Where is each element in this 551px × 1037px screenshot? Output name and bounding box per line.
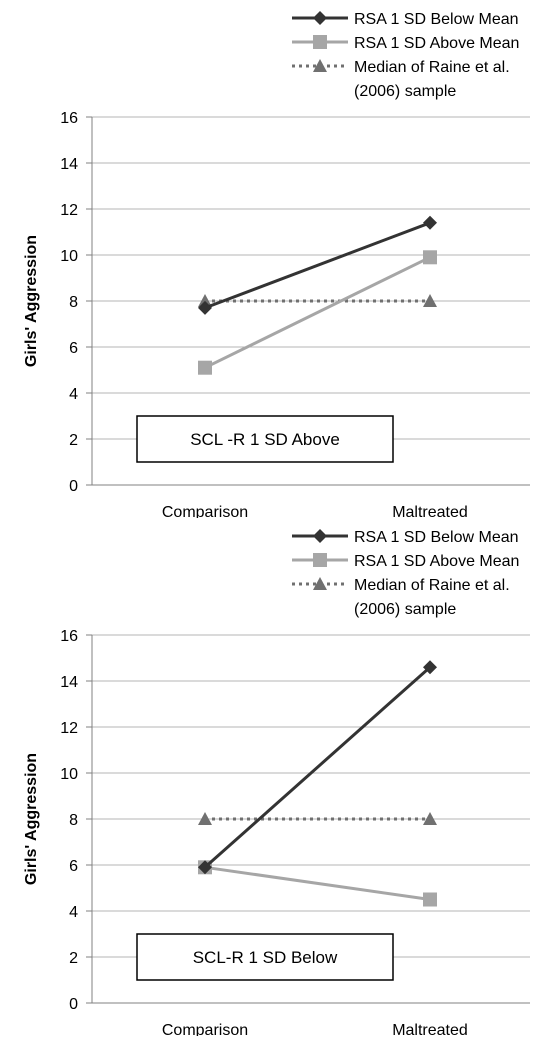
y-tick-label: 6 <box>69 340 78 357</box>
annotation-box: SCL -R 1 SD Above <box>136 415 394 463</box>
legend-marker-1 <box>313 35 327 49</box>
data-point <box>423 215 437 230</box>
series-2 <box>198 294 437 307</box>
legend-label: RSA 1 SD Above Mean <box>354 553 519 570</box>
annotation-label: SCL -R 1 SD Above <box>190 430 340 449</box>
series-line <box>204 255 431 370</box>
data-point <box>423 250 437 265</box>
data-point <box>198 294 212 307</box>
y-tick-label: 14 <box>60 674 78 691</box>
legend: RSA 1 SD Below Mean RSA 1 SD Above Mean Me… <box>292 529 519 618</box>
data-point <box>198 860 212 875</box>
y-tick-label: 4 <box>69 904 78 921</box>
x-tick-label: Comparison <box>162 1022 248 1036</box>
y-tick-label: 8 <box>69 812 78 829</box>
y-tick-label: 10 <box>60 248 78 265</box>
line-chart: RSA 1 SD Below Mean RSA 1 SD Above Mean Me… <box>23 529 530 1036</box>
y-tick-label: 0 <box>69 478 78 495</box>
data-point <box>423 892 437 907</box>
legend-marker-2 <box>313 577 327 590</box>
series-line <box>204 221 431 310</box>
legend-label: Median of Raine et al. <box>354 577 510 594</box>
y-tick-label: 4 <box>69 386 78 403</box>
annotation-frame <box>136 415 394 463</box>
y-tick-label: 16 <box>60 628 78 645</box>
data-point <box>198 300 212 315</box>
y-tick-label: 2 <box>69 432 78 449</box>
y-tick-label: 16 <box>60 110 78 127</box>
legend: RSA 1 SD Below Mean RSA 1 SD Above Mean Me… <box>292 11 519 100</box>
legend-label: Median of Raine et al. <box>354 59 510 76</box>
data-point <box>423 660 437 675</box>
annotation-label: SCL-R 1 SD Below <box>193 948 338 967</box>
y-tick-label: 14 <box>60 156 78 173</box>
series-1 <box>198 250 437 375</box>
y-axis-label: Girls' Aggression <box>23 235 40 367</box>
chart-panel-above: RSA 1 SD Below Mean RSA 1 SD Above Mean Me… <box>0 0 551 518</box>
series-line <box>204 666 431 869</box>
annotation-box: SCL-R 1 SD Below <box>136 933 394 981</box>
y-tick-label: 0 <box>69 996 78 1013</box>
y-axis-label: Girls' Aggression <box>23 753 40 885</box>
legend-marker-0 <box>313 529 327 543</box>
x-tick-label: Comparison <box>162 504 248 518</box>
legend-marker-2 <box>313 59 327 72</box>
data-point <box>198 360 212 375</box>
legend-label: RSA 1 SD Above Mean <box>354 35 519 52</box>
series-1 <box>198 860 437 907</box>
y-tick-label: 8 <box>69 294 78 311</box>
line-chart: RSA 1 SD Below Mean RSA 1 SD Above Mean Me… <box>23 11 530 518</box>
legend-label: RSA 1 SD Below Mean <box>354 11 519 28</box>
legend-marker-0 <box>313 11 327 25</box>
y-tick-label: 12 <box>60 720 78 737</box>
y-tick-label: 2 <box>69 950 78 967</box>
x-tick-label: Maltreated <box>392 1022 468 1036</box>
chart-panel-below: RSA 1 SD Below Mean RSA 1 SD Above Mean Me… <box>0 518 551 1036</box>
data-point <box>198 812 212 825</box>
legend-label: RSA 1 SD Below Mean <box>354 529 519 546</box>
legend-label-continued: (2006) sample <box>354 83 456 100</box>
legend-label-continued: (2006) sample <box>354 601 456 618</box>
data-point <box>423 812 437 825</box>
series-0 <box>198 660 437 875</box>
legend-marker-1 <box>313 553 327 567</box>
series-0 <box>198 215 437 315</box>
y-tick-label: 6 <box>69 858 78 875</box>
series-line <box>204 865 431 901</box>
data-point <box>423 294 437 307</box>
y-tick-label: 12 <box>60 202 78 219</box>
y-tick-label: 10 <box>60 766 78 783</box>
x-tick-label: Maltreated <box>392 504 468 518</box>
series-2 <box>198 812 437 825</box>
annotation-frame <box>136 933 394 981</box>
